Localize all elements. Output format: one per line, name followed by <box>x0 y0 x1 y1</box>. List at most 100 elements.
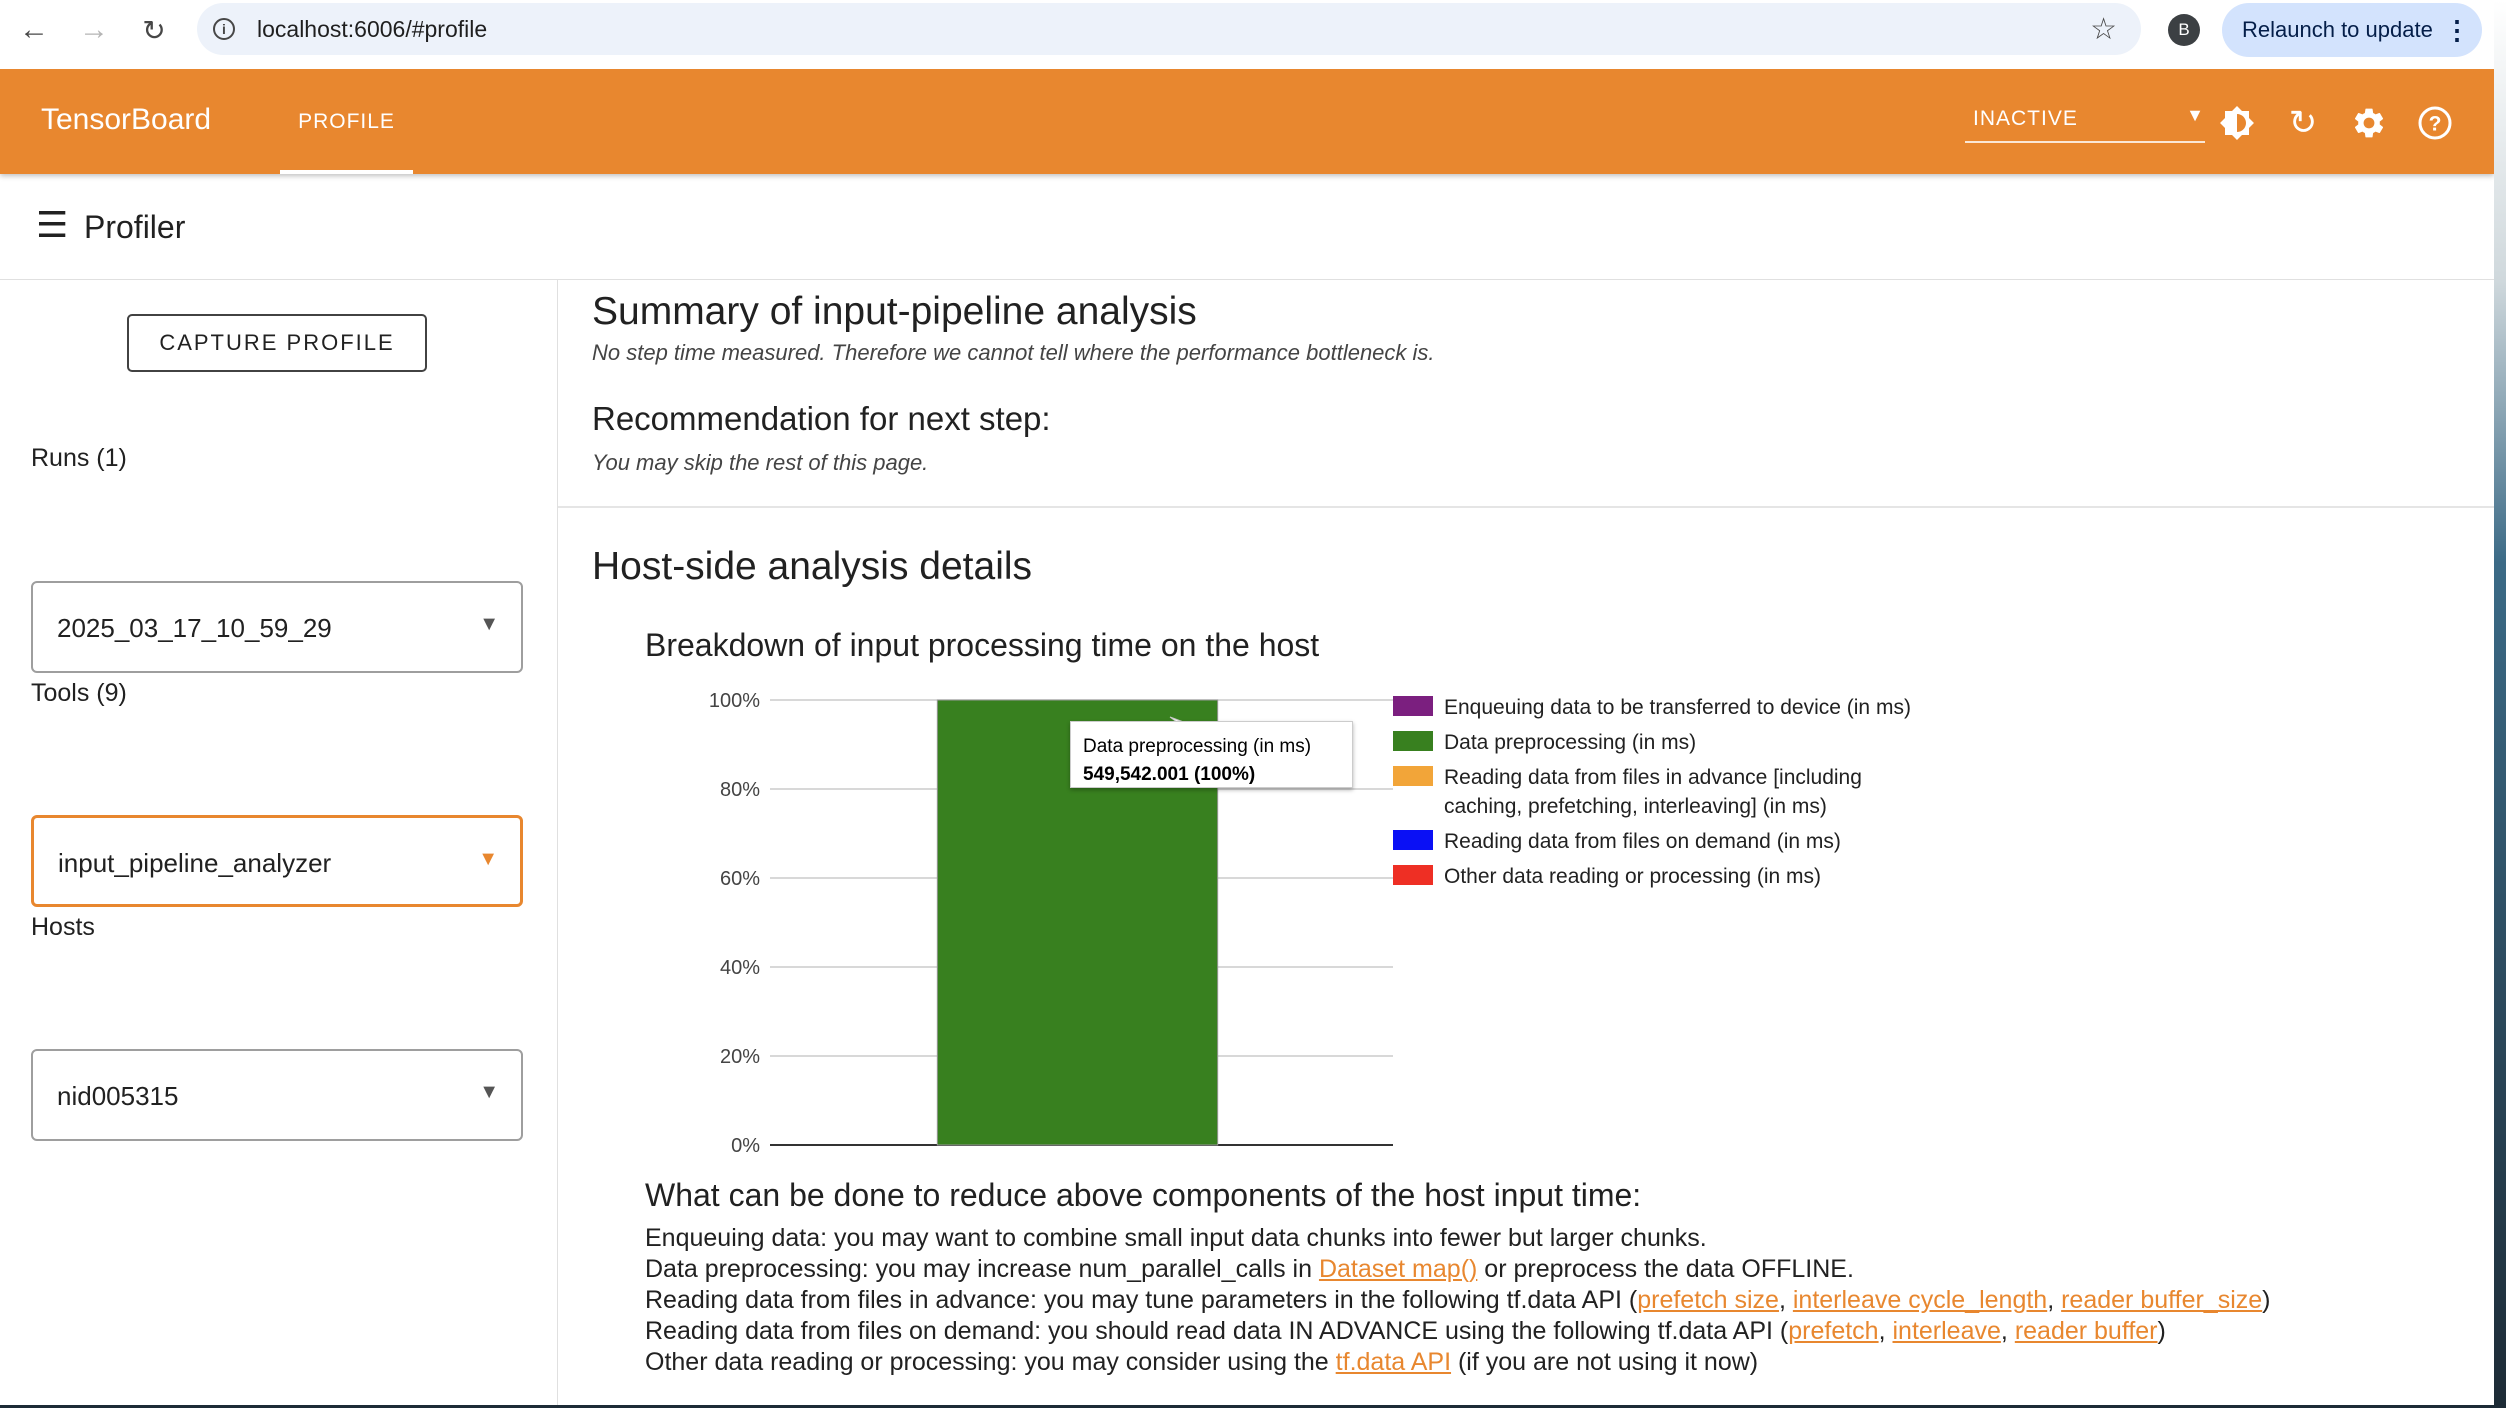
reader-buffer-link[interactable]: reader buffer <box>2014 1317 2158 1345</box>
chart-grid <box>770 699 1393 1146</box>
separator: , <box>2000 1317 2015 1345</box>
more-vert-icon[interactable]: ⋮ <box>2444 15 2470 45</box>
tools-label: Tools (9) <box>31 679 127 707</box>
y-tick-label: 80% <box>720 779 760 801</box>
chevron-down-icon: ▼ <box>479 613 499 635</box>
reduce-line-advance: Reading data from files in advance: you … <box>645 1285 2271 1316</box>
tooltip-value: 549,542.001 (100%) <box>1083 764 1256 785</box>
reduce-title: What can be done to reduce above compone… <box>645 1177 1642 1213</box>
y-tick-label: 20% <box>720 1046 760 1068</box>
recommendation-title: Recommendation for next step: <box>592 400 1051 437</box>
prefetch-link[interactable]: prefetch <box>1788 1317 1879 1345</box>
back-icon[interactable]: ← <box>19 13 49 46</box>
runs-label: Runs (1) <box>31 444 127 472</box>
legend-label: Reading data from files in advance [incl… <box>1444 766 1862 789</box>
separator: , <box>1878 1317 1893 1345</box>
interleave-link[interactable]: interleave <box>1892 1317 2001 1345</box>
summary-title: Summary of input-pipeline analysis <box>592 290 1197 333</box>
legend-swatch <box>1393 830 1433 850</box>
profiler-toolbar: ☰ Profiler <box>0 174 2494 280</box>
reload-icon[interactable]: ↻ <box>142 14 166 46</box>
chart-legend: Enqueuing data to be transferred to devi… <box>1393 693 1953 897</box>
chevron-down-icon: ▼ <box>478 848 498 870</box>
chart-tooltip: Data preprocessing (in ms) 549,542.001 (… <box>1070 721 1353 788</box>
text: Reading data from files in advance: you … <box>645 1286 1638 1314</box>
y-tick-label: 100% <box>709 690 760 712</box>
sidebar: CAPTURE PROFILE Runs (1) 2025_03_17_10_5… <box>0 280 558 1405</box>
legend-label: Enqueuing data to be transferred to devi… <box>1444 696 1911 719</box>
reduce-recommendations: Enqueuing data: you may want to combine … <box>645 1223 2271 1378</box>
text: ) <box>2262 1286 2271 1314</box>
y-tick-label: 0% <box>731 1135 760 1155</box>
tab-profile[interactable]: PROFILE <box>280 69 413 174</box>
settings-gear-icon[interactable] <box>2349 103 2389 143</box>
text: Data preprocessing: you may increase num… <box>645 1255 1319 1283</box>
legend-item[interactable]: Reading data from files on demand (in ms… <box>1393 827 1953 856</box>
host-analysis-title: Host-side analysis details <box>592 545 1033 588</box>
text: ) <box>2157 1317 2166 1345</box>
bookmark-star-icon[interactable]: ☆ <box>2090 13 2117 46</box>
tools-select-value: input_pipeline_analyzer <box>58 848 332 878</box>
dataset-map-link[interactable]: Dataset map() <box>1318 1255 1478 1283</box>
legend-label: Other data reading or processing (in ms) <box>1444 865 1822 888</box>
reader-buffer-size-link[interactable]: reader buffer_size <box>2061 1286 2263 1314</box>
reduce-line-preprocessing: Data preprocessing: you may increase num… <box>645 1254 2271 1285</box>
reduce-line-enqueue: Enqueuing data: you may want to combine … <box>645 1224 1707 1252</box>
tools-select[interactable]: input_pipeline_analyzer ▼ <box>31 815 523 907</box>
desktop-background <box>2494 0 2506 1408</box>
browser-toolbar: ← → ↻ i localhost:6006/#profile ☆ B Rela… <box>0 0 2494 69</box>
main-content: Summary of input-pipeline analysis No st… <box>558 280 2494 1405</box>
legend-label: Data preprocessing (in ms) <box>1444 731 1697 754</box>
tooltip-label: Data preprocessing (in ms) <box>1083 736 1312 757</box>
separator: , <box>2047 1286 2062 1314</box>
hosts-select-value: nid005315 <box>57 1081 179 1111</box>
site-info-icon[interactable]: i <box>213 18 235 40</box>
theme-toggle-icon[interactable] <box>2217 103 2257 143</box>
legend-item[interactable]: Other data reading or processing (in ms) <box>1393 862 1953 891</box>
inactive-plugins-dropdown[interactable]: INACTIVE ▼ <box>1965 95 2205 143</box>
legend-swatch <box>1393 696 1433 716</box>
dropdown-arrow-icon: ▼ <box>2186 105 2205 125</box>
runs-select-value: 2025_03_17_10_59_29 <box>57 613 332 643</box>
reduce-line-demand: Reading data from files on demand: you s… <box>645 1316 2271 1347</box>
help-icon[interactable]: ? <box>2415 103 2455 143</box>
svg-text:?: ? <box>2429 113 2442 136</box>
legend-label: Reading data from files on demand (in ms… <box>1444 830 1841 853</box>
text: Other data reading or processing: you ma… <box>645 1348 1336 1376</box>
app-header: TensorBoard PROFILE INACTIVE ▼ ↻ ? <box>0 69 2494 174</box>
relaunch-button[interactable]: Relaunch to update ⋮ <box>2222 3 2482 57</box>
section-divider <box>558 506 2494 508</box>
inactive-label: INACTIVE <box>1973 107 2078 130</box>
hosts-label: Hosts <box>31 913 95 941</box>
runs-select[interactable]: 2025_03_17_10_59_29 ▼ <box>31 581 523 673</box>
forward-icon[interactable]: → <box>79 13 109 46</box>
recommendation-text: You may skip the rest of this page. <box>592 450 929 475</box>
profile-avatar[interactable]: B <box>2168 14 2200 46</box>
app-logo: TensorBoard <box>41 103 212 136</box>
legend-item[interactable]: Data preprocessing (in ms) <box>1393 728 1953 757</box>
url-text[interactable]: localhost:6006/#profile <box>257 16 488 42</box>
tfdata-api-link[interactable]: tf.data API <box>1335 1348 1452 1376</box>
legend-swatch <box>1393 731 1433 751</box>
address-bar[interactable]: i localhost:6006/#profile ☆ <box>197 3 2141 55</box>
legend-item[interactable]: Enqueuing data to be transferred to devi… <box>1393 693 1953 722</box>
tab-profile-label: PROFILE <box>298 109 395 133</box>
text: (if you are not using it now) <box>1451 1348 1759 1376</box>
separator: , <box>1778 1286 1793 1314</box>
reduce-line-other: Other data reading or processing: you ma… <box>645 1347 2271 1378</box>
chart-title: Breakdown of input processing time on th… <box>645 627 1320 663</box>
hosts-select[interactable]: nid005315 ▼ <box>31 1049 523 1141</box>
legend-swatch <box>1393 865 1433 885</box>
tensorboard-app: TensorBoard PROFILE INACTIVE ▼ ↻ ? ☰ Pro… <box>0 69 2494 1405</box>
text: Reading data from files on demand: you s… <box>645 1317 1789 1345</box>
legend-swatch <box>1393 766 1433 786</box>
summary-text: No step time measured. Therefore we cann… <box>592 340 1435 365</box>
interleave-cycle-length-link[interactable]: interleave cycle_length <box>1792 1286 2048 1314</box>
prefetch-size-link[interactable]: prefetch size <box>1637 1286 1779 1314</box>
legend-label-cont: caching, prefetching, interleaving] (in … <box>1444 795 1827 818</box>
menu-icon[interactable]: ☰ <box>36 204 69 245</box>
legend-item[interactable]: Reading data from files in advance [incl… <box>1393 763 1953 821</box>
capture-profile-button[interactable]: CAPTURE PROFILE <box>127 314 427 372</box>
relaunch-label: Relaunch to update <box>2242 17 2433 42</box>
refresh-icon[interactable]: ↻ <box>2288 104 2318 142</box>
